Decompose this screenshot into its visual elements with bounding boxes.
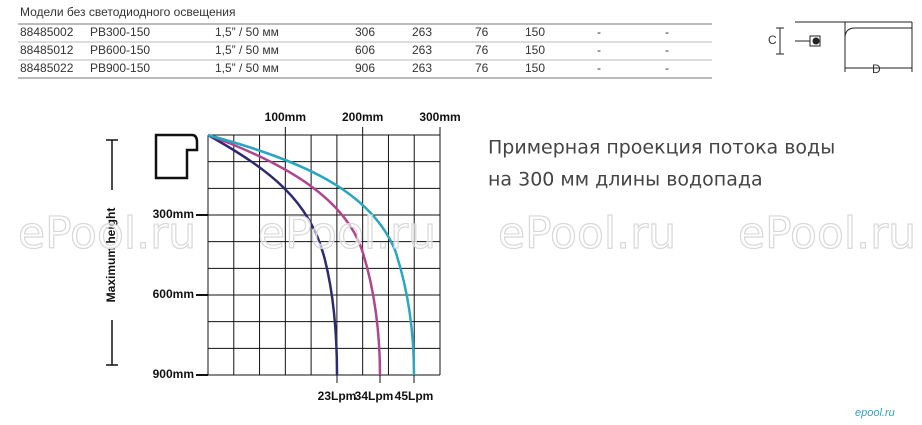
- table-cell: 88485002: [20, 25, 74, 39]
- table-cell: 88485012: [20, 43, 74, 57]
- curve-label: 45Lpm: [395, 389, 434, 403]
- table-cell: 150: [525, 61, 545, 75]
- watermark: ePool.ru: [18, 208, 196, 259]
- chart-labels: 100mm 200mm 300mm 300mm 600mm 900mm 23Lpm34Lpm…: [153, 110, 461, 403]
- watermark: ePool.ru: [498, 208, 676, 259]
- table-cell: 1,5” / 50 мм: [215, 61, 279, 75]
- y-label: 900mm: [153, 367, 194, 381]
- table-title: Модели без светодиодного освещения: [20, 5, 236, 19]
- table-cell: 150: [525, 43, 545, 57]
- table-cell: 1,5” / 50 мм: [215, 43, 279, 57]
- table-cell: PB300-150: [90, 25, 150, 39]
- dimension-label: C: [768, 33, 777, 47]
- height-bracket: [106, 133, 199, 366]
- x-label: 100mm: [265, 110, 306, 124]
- dimension-label: D: [872, 62, 881, 76]
- table-cell: 150: [525, 25, 545, 39]
- table-lines: [18, 23, 712, 79]
- table-cell: 76: [475, 25, 489, 39]
- table-cell: 76: [475, 43, 489, 57]
- dimension-diagram: [776, 21, 913, 72]
- watermark: ePool.ru: [738, 208, 916, 259]
- watermarks: ePool.ru ePool.ru ePool.ru ePool.ru: [17, 207, 916, 259]
- table-cell: 263: [412, 25, 432, 39]
- table-cell: PB600-150: [90, 43, 150, 57]
- table-rows: 88485002 PB300-150 1,5” / 50 мм 306 263 76 150…: [20, 25, 669, 75]
- caption-line: на 300 мм длины водопада: [488, 169, 763, 191]
- table-cell: 606: [355, 43, 375, 57]
- table-cell: -: [665, 43, 669, 57]
- table-cell: 906: [355, 61, 375, 75]
- logo: epool.ru: [855, 407, 895, 419]
- table-cell: PB900-150: [90, 61, 150, 75]
- table-cell: -: [665, 61, 669, 75]
- grid: [207, 134, 441, 376]
- watermark: ePool.ru: [258, 208, 436, 259]
- y-label: 300mm: [153, 207, 194, 221]
- x-label: 300mm: [419, 110, 460, 124]
- table-cell: -: [665, 25, 669, 39]
- x-label: 200mm: [342, 110, 383, 124]
- curve-label: 34Lpm: [355, 389, 394, 403]
- table-cell: 263: [412, 61, 432, 75]
- table-cell: 88485022: [20, 61, 74, 75]
- table-cell: 306: [355, 25, 375, 39]
- curve-23: [207, 133, 339, 376]
- table-cell: 76: [475, 61, 489, 75]
- caption-line: Примерная проекция потока воды: [488, 137, 835, 159]
- table-cell: -: [597, 61, 601, 75]
- curve-34: [207, 133, 382, 376]
- table-cell: -: [597, 43, 601, 57]
- flow-curves: [207, 133, 416, 376]
- table-cell: -: [597, 25, 601, 39]
- curve-label: 23Lpm: [318, 389, 357, 403]
- y-axis-title: Maximum height: [104, 208, 118, 303]
- curve-45: [207, 133, 416, 376]
- table-cell: 263: [412, 43, 432, 57]
- y-label: 600mm: [153, 287, 194, 301]
- table-cell: 1,5” / 50 мм: [215, 25, 279, 39]
